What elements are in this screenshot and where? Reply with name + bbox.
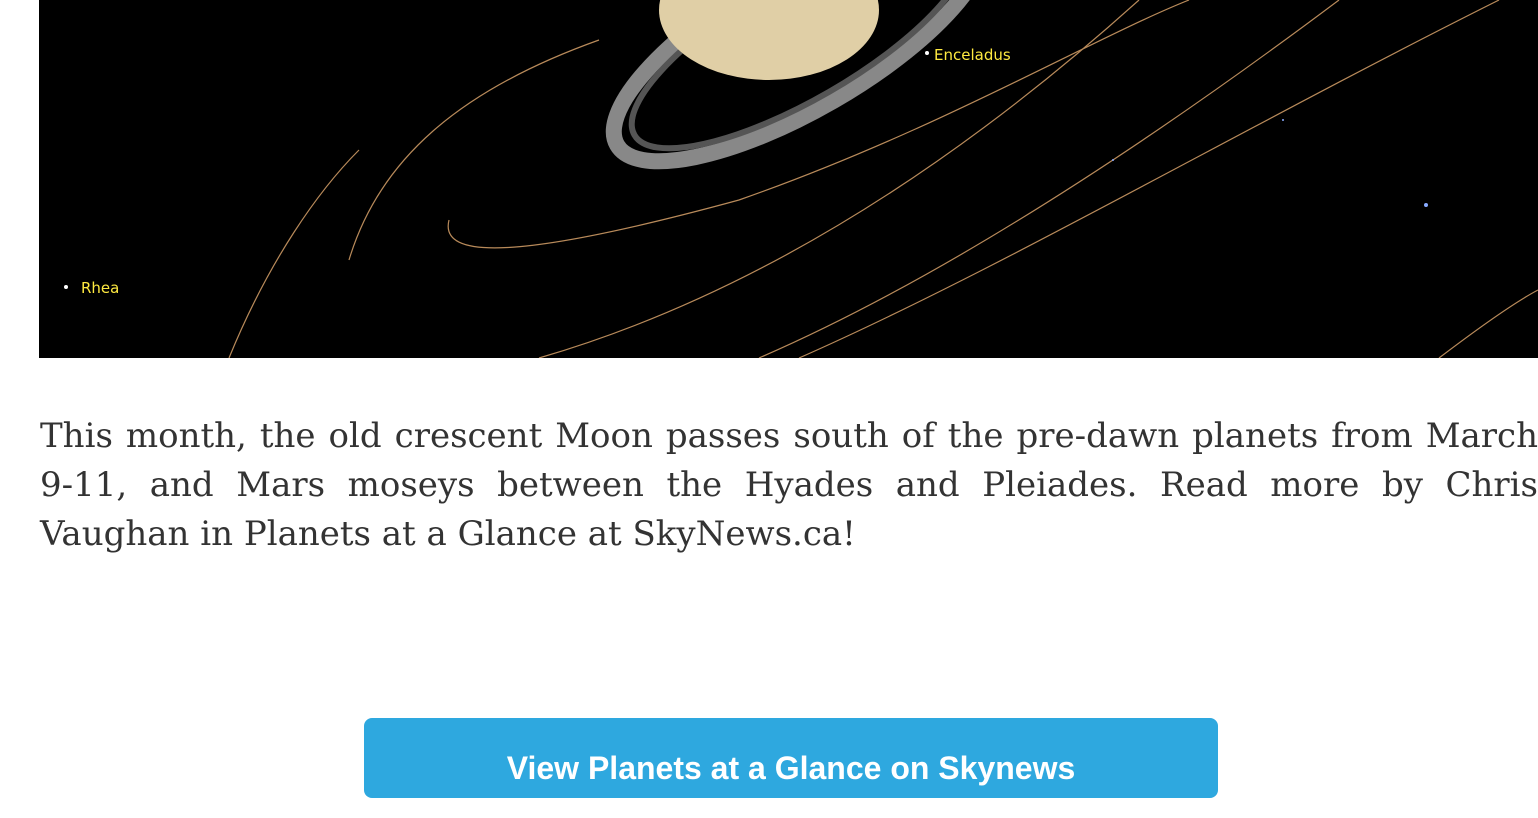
saturn-scene: Enceladus Rhea [39, 0, 1538, 358]
moon-label: Rhea [81, 279, 119, 297]
paragraph: This month, the old crescent Moon passes… [40, 412, 1538, 559]
saturn-image: Enceladus Rhea [39, 0, 1538, 358]
moon-label: Enceladus [934, 46, 1011, 64]
page: Enceladus Rhea This month, the old cresc… [0, 0, 1538, 780]
link-button[interactable]: View Planets at a Glance on Skynews [364, 718, 1218, 798]
